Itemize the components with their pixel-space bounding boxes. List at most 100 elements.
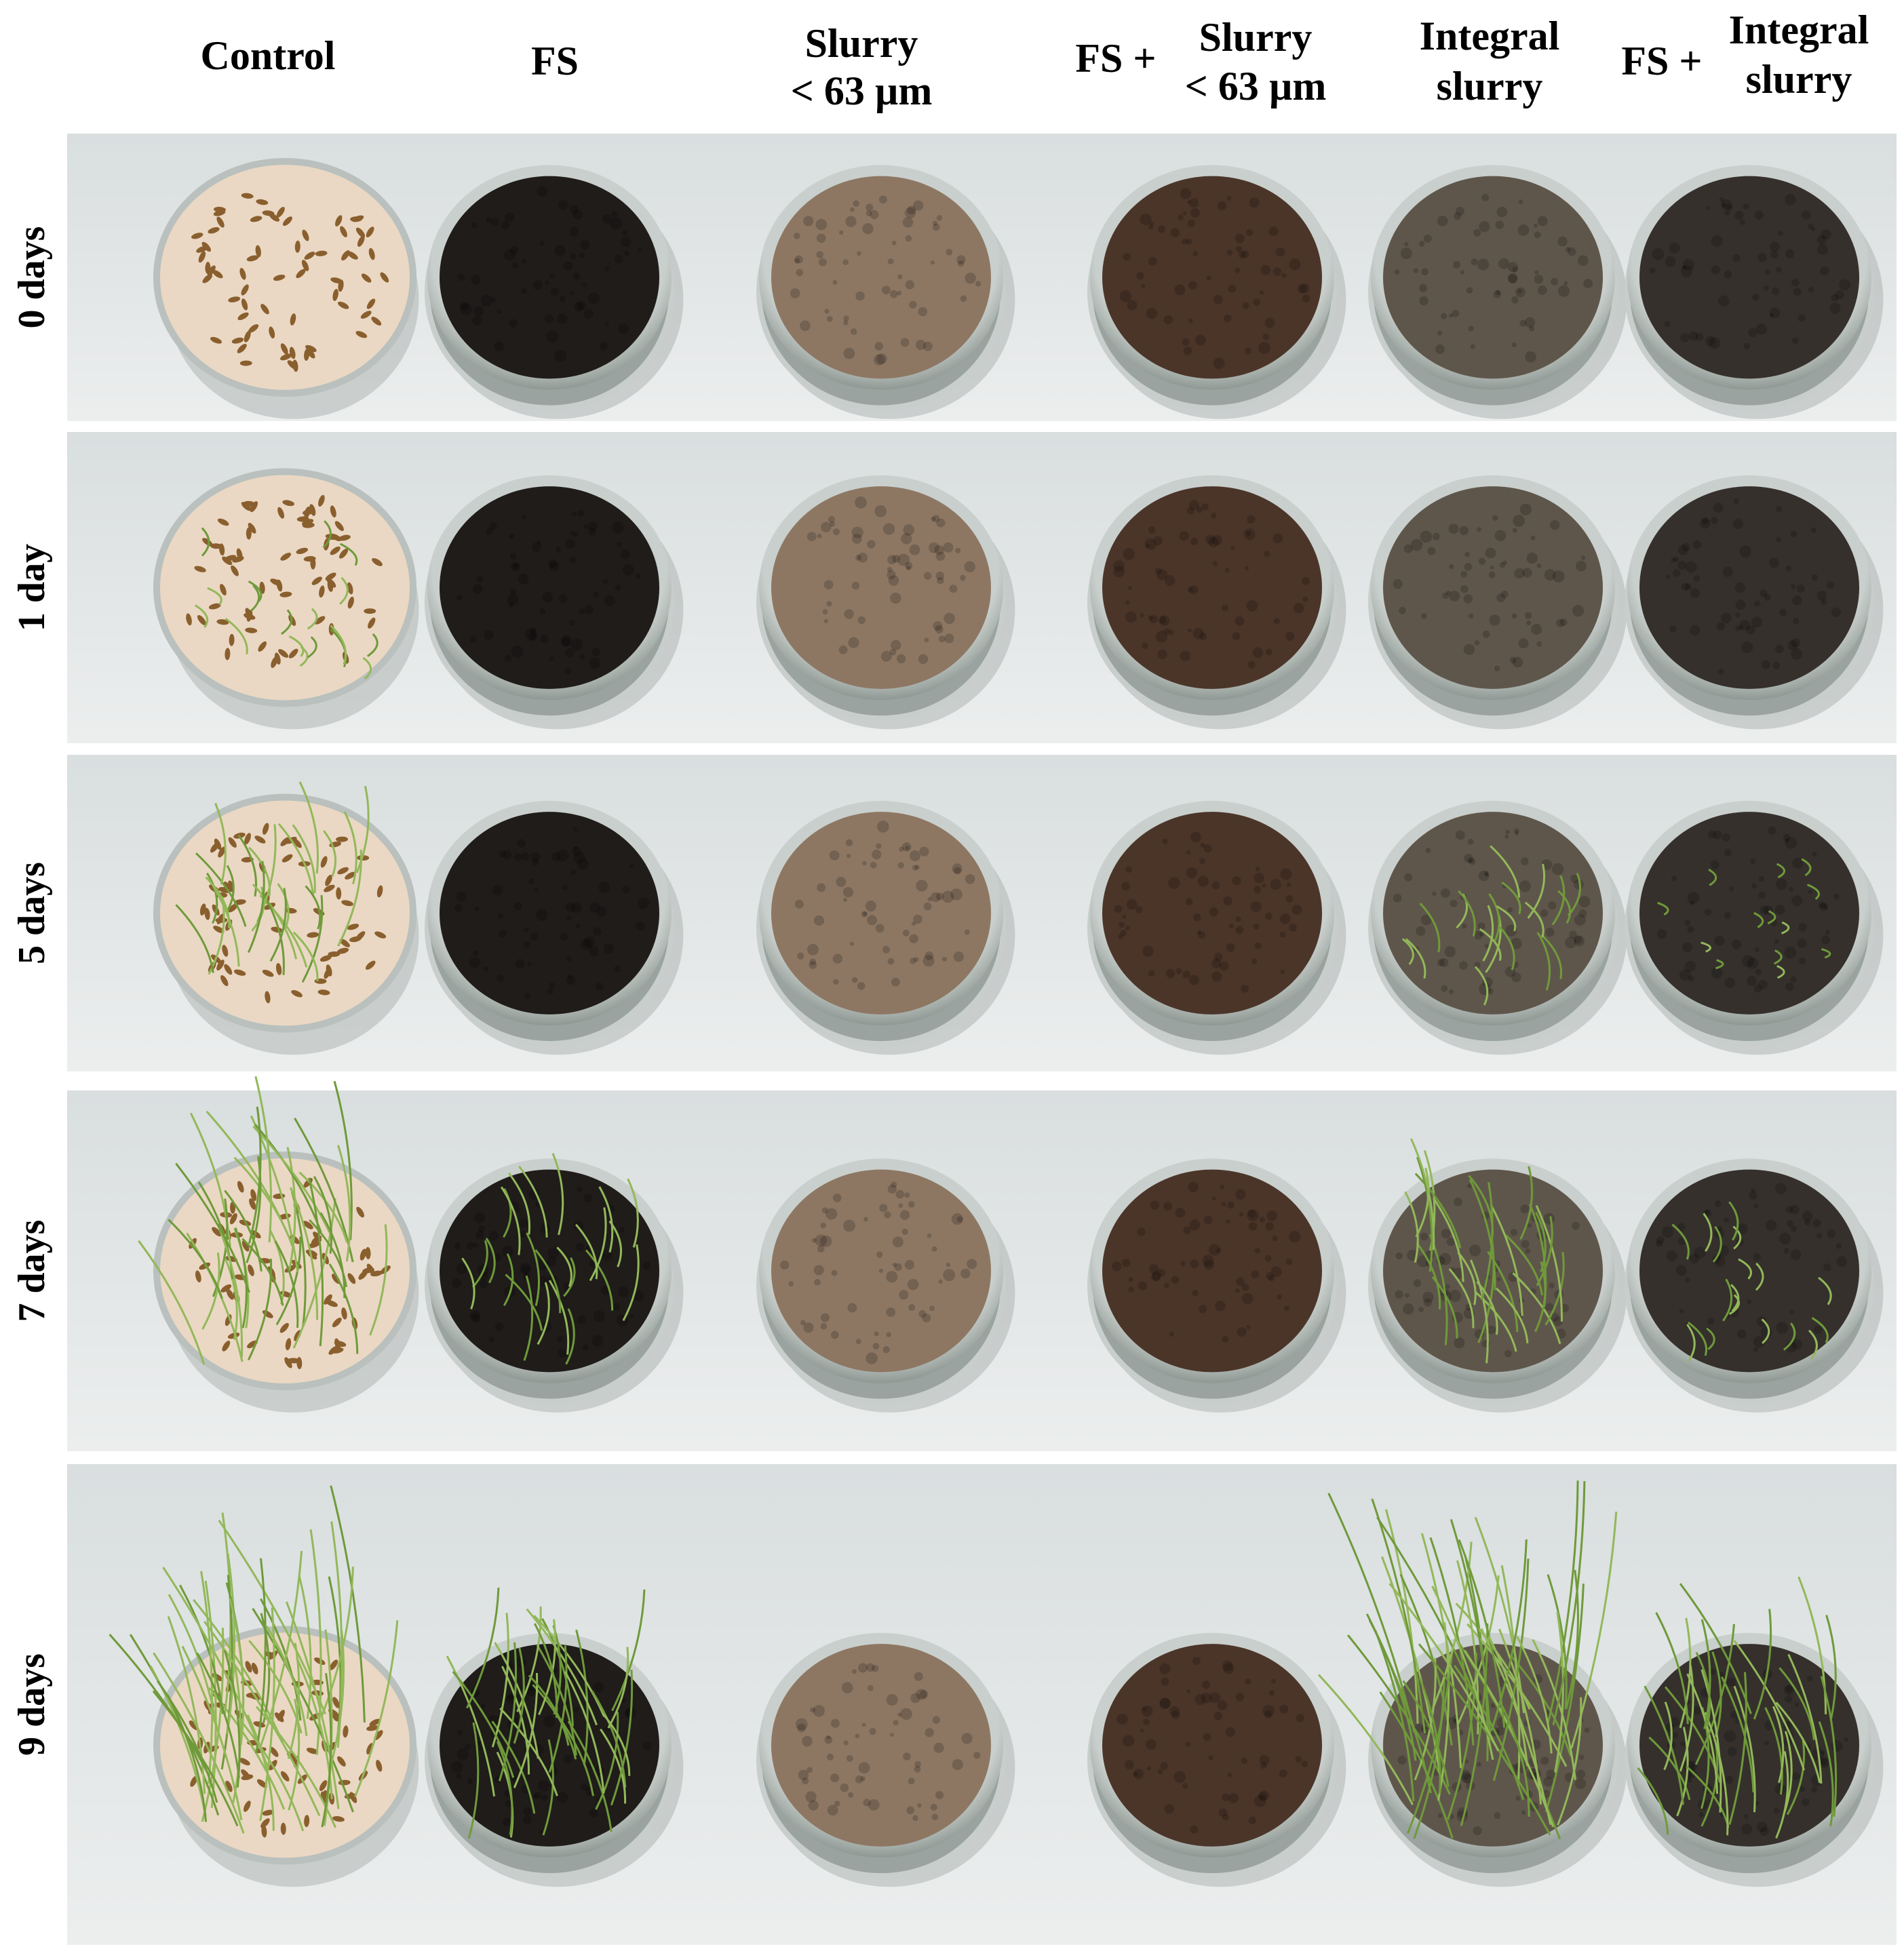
soil-grain <box>1812 851 1817 857</box>
grass-blade <box>1776 863 1785 879</box>
soil-grain <box>1537 285 1547 295</box>
soil-grain <box>1775 506 1783 513</box>
soil-grain <box>1760 1826 1769 1836</box>
soil-grain <box>1213 294 1223 304</box>
dish <box>756 475 1015 730</box>
grass-blade <box>1327 1493 1416 1733</box>
soil-grain <box>938 635 946 643</box>
soil-grain <box>1241 1293 1254 1305</box>
soil-grain <box>1652 248 1665 260</box>
soil-grain <box>1708 336 1721 349</box>
soil-grain <box>826 1735 831 1739</box>
grass-blade <box>1701 1669 1722 1813</box>
grass-blade <box>259 1607 275 1822</box>
seed <box>228 903 238 913</box>
soil-grain <box>537 540 541 545</box>
dish <box>153 781 419 1055</box>
soil-grain <box>1584 1727 1590 1733</box>
grass-blade <box>1688 1322 1707 1356</box>
grass-blade <box>595 1712 619 1810</box>
soil-grain <box>556 1792 568 1803</box>
soil-grain <box>874 505 887 517</box>
soil-grain <box>1527 1223 1532 1228</box>
soil-grain <box>1714 935 1725 946</box>
grass-blade <box>1499 926 1515 970</box>
soil-grain <box>1534 270 1539 275</box>
soil-grain <box>1806 1675 1813 1682</box>
soil-grain <box>1510 937 1522 949</box>
soil-grain <box>813 915 825 926</box>
dish <box>1368 800 1627 1055</box>
soil-grain <box>513 562 520 570</box>
soil-grain <box>818 258 827 267</box>
soil-grain <box>1440 888 1450 898</box>
soil <box>771 812 991 1015</box>
soil-grain <box>1757 252 1767 262</box>
soil-grain <box>545 280 549 285</box>
soil-grain <box>604 267 610 272</box>
soil-grain <box>1776 267 1782 273</box>
soil-grain <box>1419 241 1425 247</box>
grass-blade <box>321 1673 332 1828</box>
soil-grain <box>881 286 891 295</box>
soil-grain <box>1682 942 1692 953</box>
soil-grain <box>1576 560 1587 572</box>
soil-grain <box>1179 531 1189 541</box>
grass-blade <box>1410 1138 1435 1251</box>
seed <box>350 216 363 222</box>
seed <box>274 1712 284 1722</box>
soil-grain <box>1197 930 1202 935</box>
soil-grain <box>580 1783 588 1791</box>
soil-grain <box>793 233 800 239</box>
soil-grain <box>539 241 545 246</box>
soil-grain <box>1514 828 1519 834</box>
soil-grain <box>1784 946 1797 959</box>
seed <box>366 227 374 238</box>
soil-grain <box>554 244 566 257</box>
grass-blade <box>1657 901 1669 916</box>
row-label: 9 days <box>11 1653 53 1756</box>
grass-blade <box>538 1619 557 1716</box>
soil-grain <box>847 1303 857 1313</box>
soil-grain <box>1246 1324 1251 1330</box>
grass-blade <box>1686 1324 1696 1362</box>
soil-grain <box>820 1313 830 1322</box>
soil-grain <box>1182 338 1190 346</box>
soil-grain <box>1281 273 1287 278</box>
grass-blade <box>1418 1643 1551 1836</box>
soil-grain <box>547 1257 557 1267</box>
soil-grain <box>855 1775 863 1784</box>
grass-blade <box>1728 1294 1740 1315</box>
soil-grain <box>521 852 530 861</box>
soil-grain <box>794 255 803 264</box>
grass-blade <box>255 1558 267 1754</box>
soil-grain <box>887 958 895 965</box>
grass-blade <box>239 1720 305 1832</box>
soil-grain <box>1437 959 1445 966</box>
soil-grain <box>1183 1226 1191 1234</box>
soil-grain <box>574 302 584 312</box>
soil-grain <box>1695 332 1704 341</box>
grass-blade <box>1761 1318 1770 1344</box>
soil-grain <box>501 1245 513 1257</box>
soil-grain <box>1285 894 1294 903</box>
soil-grain <box>511 262 519 269</box>
grass-blade <box>485 1238 496 1284</box>
soil-grain <box>1747 976 1757 987</box>
soil-grain <box>579 654 585 660</box>
soil-grain <box>1148 526 1156 534</box>
soil-grain <box>1226 195 1232 201</box>
grass-blade <box>518 1165 548 1238</box>
soil-grain <box>1194 1693 1206 1706</box>
soil-grain <box>1711 967 1723 979</box>
soil-grain <box>857 552 868 563</box>
seed <box>332 1318 342 1328</box>
soil-grain <box>935 892 944 901</box>
soil-grain <box>1449 1289 1461 1302</box>
soil-grain <box>1471 258 1478 266</box>
soil-grain <box>1146 1739 1157 1750</box>
soil-grain <box>1420 530 1433 543</box>
soil-grain <box>935 551 946 562</box>
grass-blade <box>258 1550 303 1750</box>
grass-blade <box>1536 932 1551 991</box>
